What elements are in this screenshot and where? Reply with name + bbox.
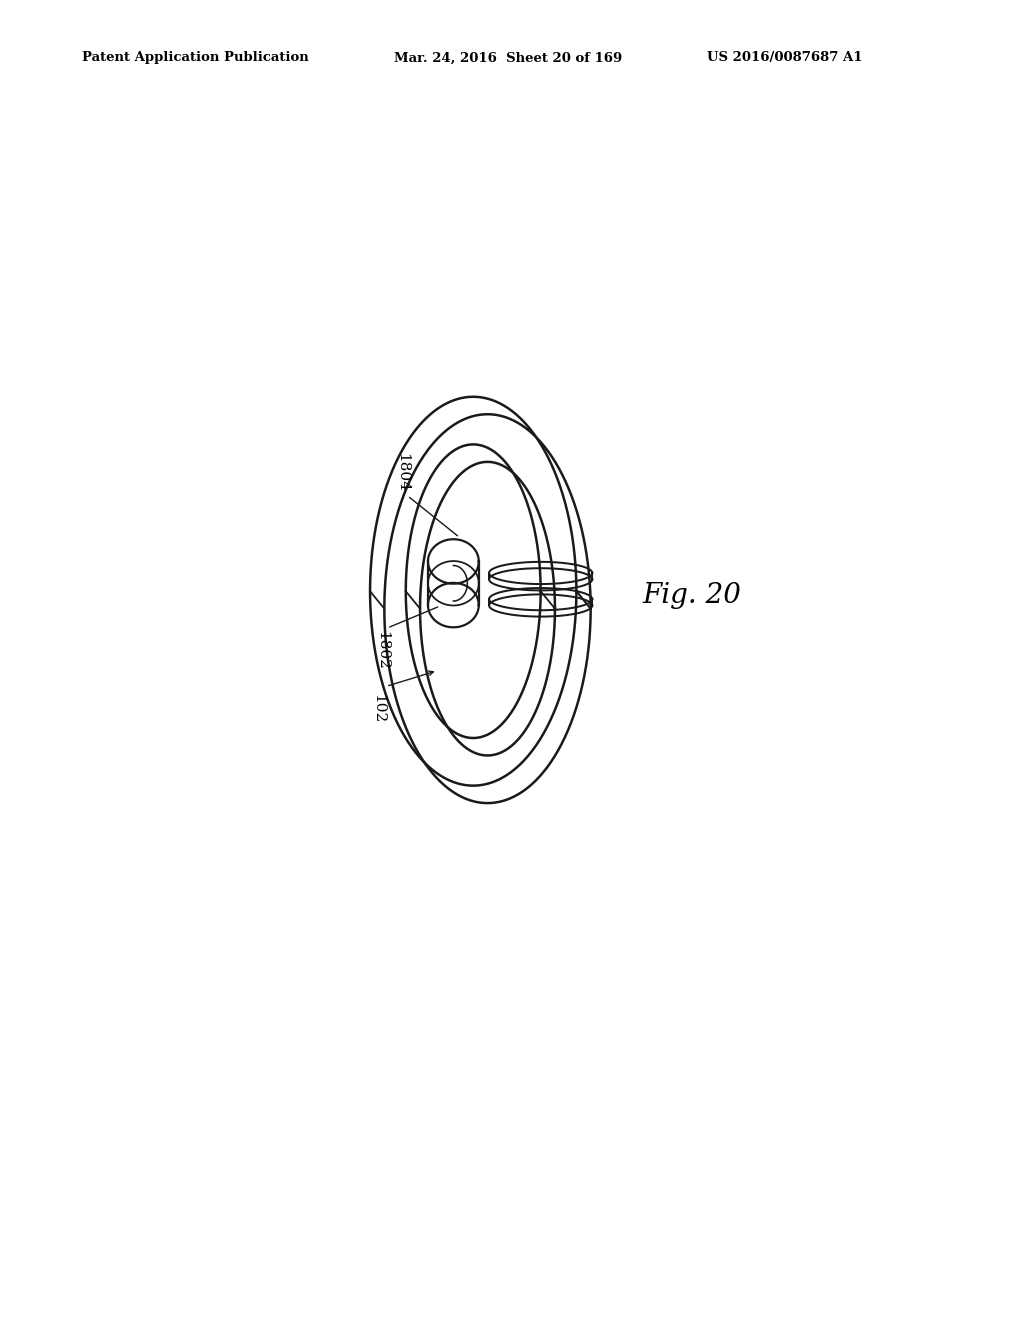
Text: US 2016/0087687 A1: US 2016/0087687 A1 <box>707 51 862 65</box>
Text: Mar. 24, 2016  Sheet 20 of 169: Mar. 24, 2016 Sheet 20 of 169 <box>394 51 623 65</box>
Text: 1804: 1804 <box>395 453 409 492</box>
Text: 102: 102 <box>371 694 385 723</box>
Text: Fig. 20: Fig. 20 <box>642 582 741 609</box>
Text: Patent Application Publication: Patent Application Publication <box>82 51 308 65</box>
Text: 1802: 1802 <box>375 631 389 669</box>
